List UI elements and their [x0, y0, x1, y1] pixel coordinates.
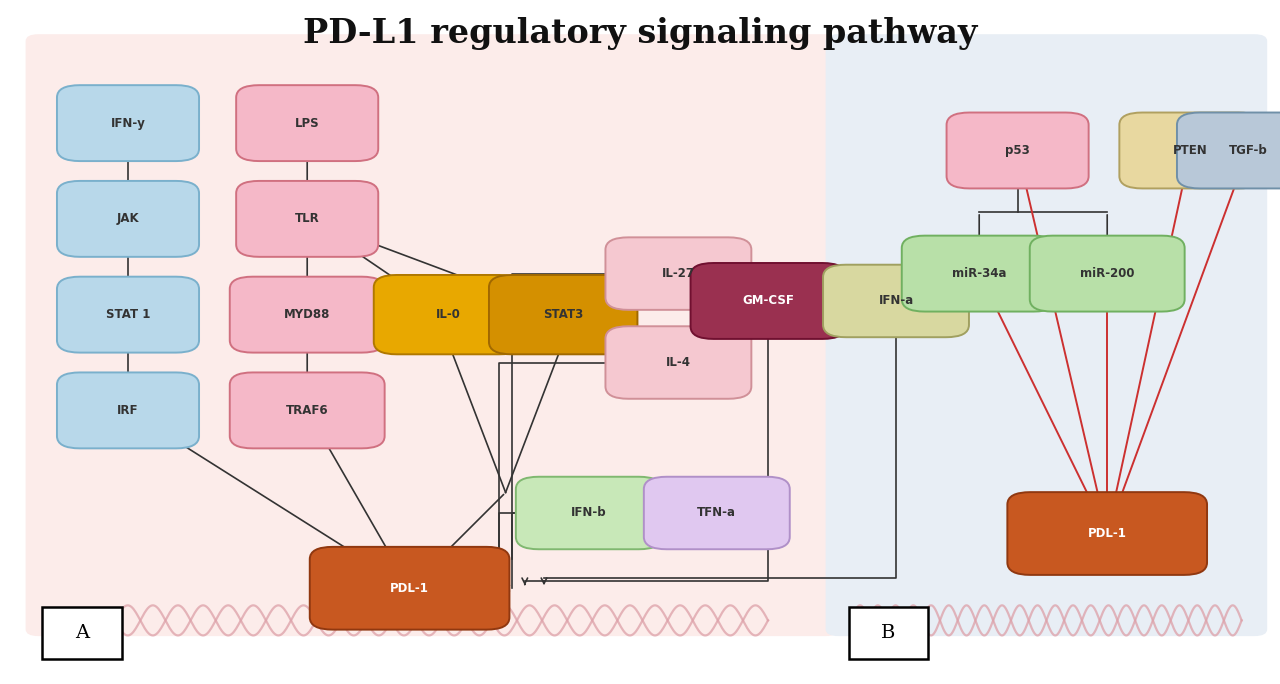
Text: LPS: LPS [294, 116, 320, 130]
FancyBboxPatch shape [826, 34, 1267, 636]
FancyBboxPatch shape [1007, 492, 1207, 575]
Text: miR-200: miR-200 [1080, 267, 1134, 280]
FancyBboxPatch shape [56, 277, 198, 353]
Text: JAK: JAK [116, 212, 140, 226]
Text: TFN-a: TFN-a [698, 506, 736, 520]
Text: IFN-y: IFN-y [110, 116, 146, 130]
Text: PDL-1: PDL-1 [390, 581, 429, 595]
FancyBboxPatch shape [823, 265, 969, 337]
Text: TGF-b: TGF-b [1229, 144, 1267, 157]
Text: IFN-a: IFN-a [878, 294, 914, 308]
FancyBboxPatch shape [691, 263, 845, 339]
Text: IFN-b: IFN-b [571, 506, 607, 520]
FancyBboxPatch shape [1120, 113, 1262, 188]
Text: A: A [74, 624, 90, 642]
Text: STAT3: STAT3 [543, 308, 584, 321]
Text: TLR: TLR [294, 212, 320, 226]
Text: B: B [881, 624, 896, 642]
Text: TRAF6: TRAF6 [285, 404, 329, 417]
FancyBboxPatch shape [605, 237, 751, 310]
Text: p53: p53 [1005, 144, 1030, 157]
Text: miR-34a: miR-34a [952, 267, 1006, 280]
Text: IL-27: IL-27 [662, 267, 695, 280]
Text: IRF: IRF [118, 404, 138, 417]
FancyBboxPatch shape [489, 275, 637, 354]
Text: PTEN: PTEN [1172, 144, 1208, 157]
FancyBboxPatch shape [56, 86, 198, 161]
FancyBboxPatch shape [374, 275, 522, 354]
FancyBboxPatch shape [56, 181, 198, 257]
FancyBboxPatch shape [516, 477, 662, 549]
Text: IL-0: IL-0 [435, 308, 461, 321]
FancyBboxPatch shape [849, 607, 928, 659]
FancyBboxPatch shape [310, 547, 509, 629]
Text: IL-4: IL-4 [666, 356, 691, 369]
FancyBboxPatch shape [901, 236, 1057, 312]
FancyBboxPatch shape [236, 181, 379, 257]
FancyBboxPatch shape [230, 277, 384, 353]
FancyBboxPatch shape [26, 34, 838, 636]
FancyBboxPatch shape [605, 326, 751, 399]
FancyBboxPatch shape [644, 477, 790, 549]
Text: PD-L1 regulatory signaling pathway: PD-L1 regulatory signaling pathway [303, 17, 977, 50]
FancyBboxPatch shape [236, 86, 379, 161]
FancyBboxPatch shape [56, 372, 198, 449]
FancyBboxPatch shape [947, 113, 1089, 188]
Text: STAT 1: STAT 1 [106, 308, 150, 321]
FancyBboxPatch shape [42, 607, 122, 659]
Text: GM-CSF: GM-CSF [742, 294, 794, 308]
Text: MYD88: MYD88 [284, 308, 330, 321]
Text: PDL-1: PDL-1 [1088, 527, 1126, 540]
FancyBboxPatch shape [230, 372, 384, 449]
FancyBboxPatch shape [1178, 113, 1280, 188]
FancyBboxPatch shape [1029, 236, 1185, 312]
